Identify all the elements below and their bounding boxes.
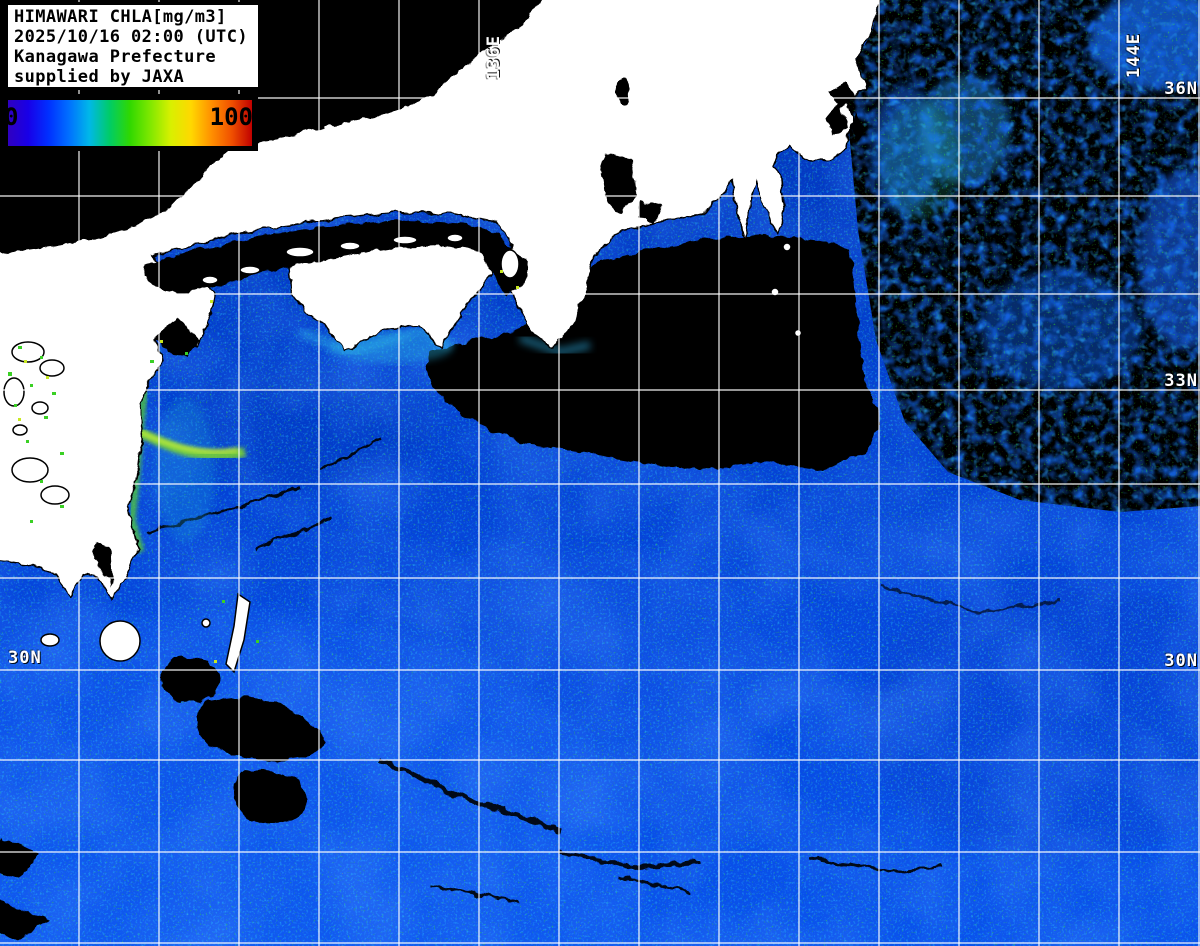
seto-inland-sea [143,220,530,296]
mikawa-bay [638,200,662,224]
lat-label: 36N [1164,79,1198,99]
colorbar-min-label: 0 [4,103,19,131]
islands-layer [3,233,803,674]
info-box: HIMAWARI CHLA[mg/m3] 2025/10/16 02:00 (U… [5,2,261,90]
info-line-region: Kanagawa Prefecture [14,47,217,67]
info-line-product: HIMAWARI CHLA[mg/m3] [14,7,227,27]
info-line-credit: supplied by JAXA [14,67,185,87]
inland-sea-layer [94,79,864,588]
lon-label: 144E [1124,33,1144,78]
tokyo-bay [827,82,853,138]
lon-label: 136E [484,35,504,80]
tanegashima-island [225,592,251,674]
info-line-datetime: 2025/10/16 02:00 (UTC) [14,27,248,47]
coastal-speckles [8,270,519,663]
lat-label: 33N [1164,371,1198,391]
honshu-kyushu-landmass [0,0,881,601]
izu-island [782,242,792,252]
bungo-channel [155,318,200,356]
colorbar-gradient [8,100,252,146]
colorbar: 0 100 [0,94,258,151]
lat-label: 30N [8,648,42,668]
colorbar-max-label: 100 [209,103,253,131]
kagoshima-bay [94,542,112,588]
lake-biwa [616,79,630,105]
mosaic-layer [846,0,1200,512]
land-layer [0,0,881,601]
sagami-inlet [850,112,864,140]
ise-bay [600,152,636,214]
awaji-island [500,249,520,279]
yakushima-island [99,620,141,662]
lat-label: 30N [1164,651,1198,671]
